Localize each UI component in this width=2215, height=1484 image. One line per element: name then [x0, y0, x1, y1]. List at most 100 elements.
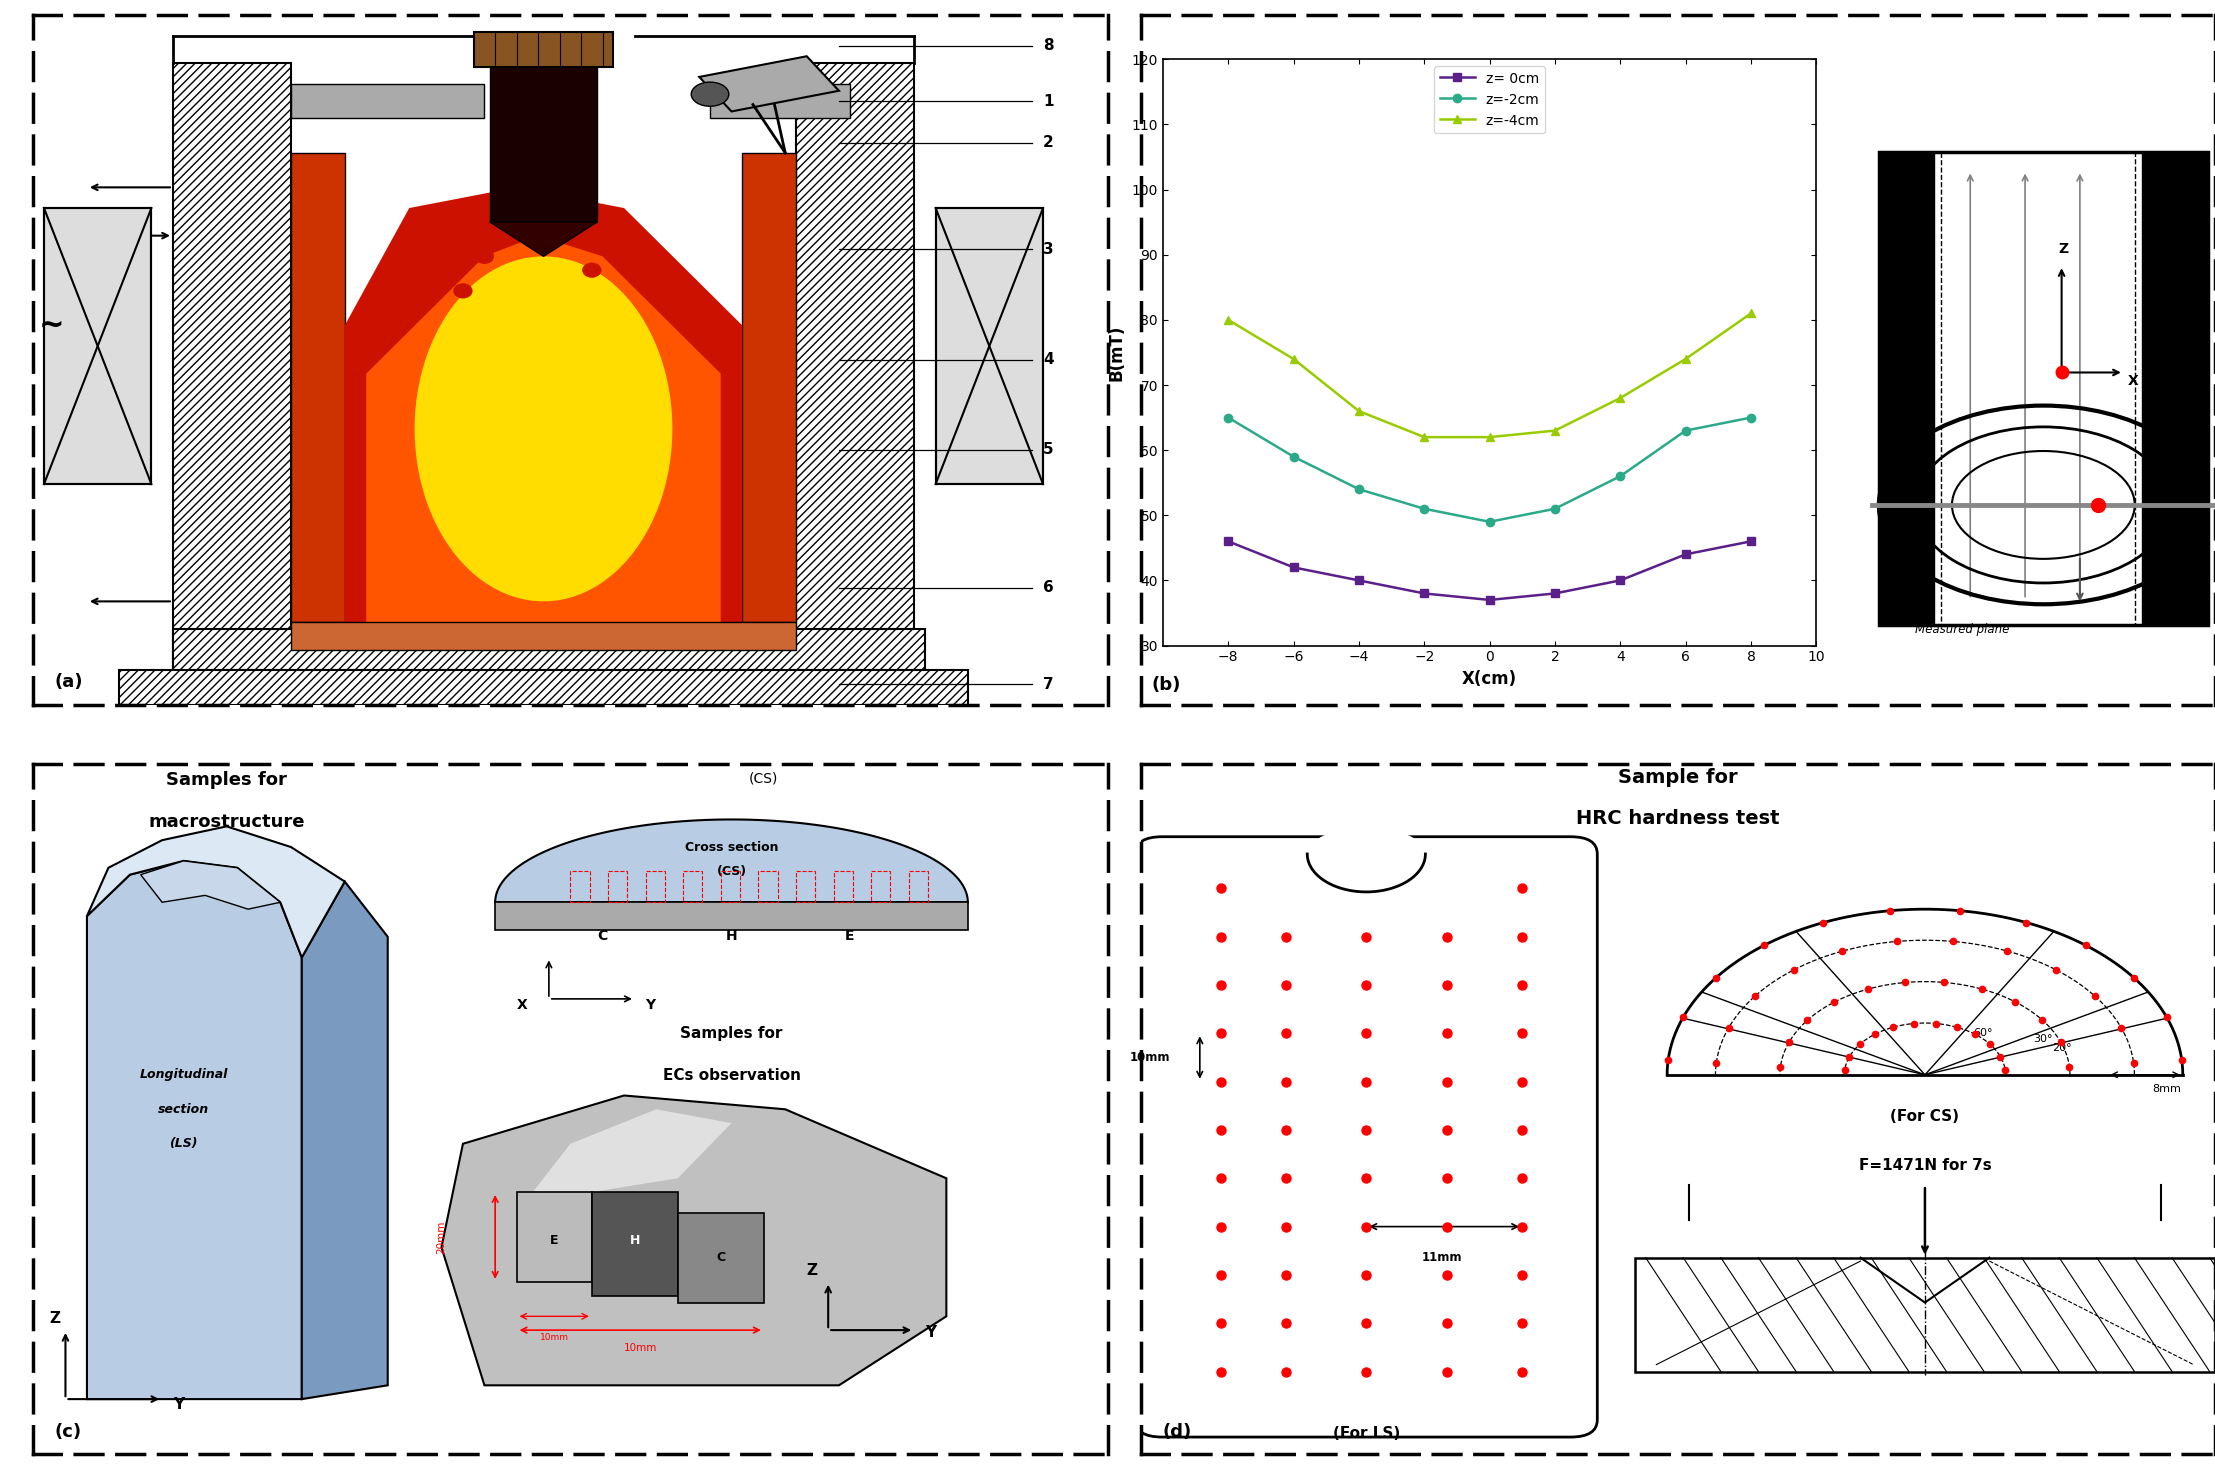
z=-4cm [1672, 350, 1699, 368]
z=-2cm [1542, 500, 1568, 518]
Text: F=1471N for 7s: F=1471N for 7s [1858, 1158, 1991, 1172]
Bar [496, 902, 968, 930]
Text: Y: Y [926, 1325, 937, 1340]
Text: Y: Y [645, 999, 656, 1012]
Text: 6: 6 [1043, 580, 1054, 595]
FancyBboxPatch shape [1136, 837, 1597, 1437]
Text: 2: 2 [1043, 135, 1054, 150]
Bar [490, 64, 598, 221]
Text: 4: 4 [1043, 352, 1054, 368]
Text: 60°: 60° [1974, 1028, 1994, 1037]
Text: 10mm: 10mm [1130, 1051, 1170, 1064]
Bar [870, 871, 890, 902]
Bar [290, 83, 485, 119]
Text: H: H [727, 929, 738, 944]
Text: Longitudinal: Longitudinal [140, 1068, 228, 1082]
Polygon shape [591, 1192, 678, 1296]
Text: (For CS): (For CS) [1889, 1109, 1960, 1125]
Bar [908, 871, 928, 902]
z=-4cm [1542, 421, 1568, 439]
Polygon shape [301, 881, 388, 1399]
Bar [742, 153, 795, 622]
Line: z=-4cm: z=-4cm [1225, 309, 1754, 441]
z=-2cm [1606, 467, 1632, 485]
z=-2cm [1214, 408, 1240, 426]
Bar [2142, 151, 2208, 625]
Legend: z= 0cm, z=-2cm, z=-4cm: z= 0cm, z=-2cm, z=-4cm [1435, 67, 1544, 134]
Text: Measured plane: Measured plane [1916, 623, 2009, 635]
Bar [795, 64, 915, 671]
z=-4cm [1475, 429, 1502, 447]
Text: H: H [629, 1233, 640, 1247]
Bar [571, 871, 589, 902]
Text: Sample for: Sample for [1617, 767, 1739, 787]
Ellipse shape [583, 263, 602, 278]
Text: section: section [157, 1103, 208, 1116]
Text: 1: 1 [1043, 93, 1054, 108]
Bar [44, 208, 151, 484]
Ellipse shape [1307, 828, 1426, 880]
z=-2cm [1475, 513, 1502, 531]
Bar [120, 671, 968, 705]
Text: X: X [516, 999, 527, 1012]
Text: C: C [598, 929, 607, 944]
Polygon shape [86, 861, 301, 1399]
Bar [645, 871, 664, 902]
z= 0cm [1672, 546, 1699, 564]
Bar [682, 871, 702, 902]
z=-4cm [1739, 304, 1765, 322]
Text: 30°: 30° [2033, 1033, 2053, 1043]
Polygon shape [346, 187, 742, 622]
z= 0cm [1739, 533, 1765, 551]
Bar [720, 871, 740, 902]
Text: (c): (c) [55, 1423, 82, 1441]
Text: Z: Z [806, 1263, 817, 1278]
Text: 8mm: 8mm [2153, 1083, 2182, 1094]
Text: ECs observation: ECs observation [662, 1068, 800, 1083]
Bar [1940, 151, 2135, 625]
z= 0cm [1347, 571, 1373, 589]
Polygon shape [678, 1212, 764, 1303]
Ellipse shape [691, 82, 729, 107]
Text: Z: Z [49, 1312, 60, 1327]
Line: z= 0cm: z= 0cm [1225, 537, 1754, 604]
Text: E: E [549, 1233, 558, 1247]
Y-axis label: B(mT): B(mT) [1108, 325, 1125, 380]
Bar [607, 871, 627, 902]
Polygon shape [496, 819, 968, 902]
Bar [173, 64, 290, 671]
Text: (b): (b) [1152, 677, 1181, 695]
Ellipse shape [538, 229, 558, 243]
z= 0cm [1280, 558, 1307, 576]
X-axis label: X(cm): X(cm) [1462, 669, 1517, 689]
Ellipse shape [474, 249, 494, 264]
Text: macrostructure: macrostructure [148, 813, 306, 831]
Bar [474, 33, 614, 67]
Polygon shape [490, 221, 598, 257]
Text: (CS): (CS) [749, 772, 777, 785]
z= 0cm [1542, 585, 1568, 603]
Ellipse shape [454, 283, 472, 298]
z=-2cm [1411, 500, 1438, 518]
Polygon shape [365, 236, 720, 622]
z=-4cm [1214, 312, 1240, 329]
Bar [935, 208, 1043, 484]
Polygon shape [86, 827, 346, 957]
Text: (LS): (LS) [168, 1137, 197, 1150]
Text: C: C [715, 1251, 724, 1264]
z= 0cm [1475, 591, 1502, 608]
Text: (For LS): (For LS) [1333, 1426, 1400, 1441]
Line: z=-2cm: z=-2cm [1225, 414, 1754, 525]
Text: Z: Z [2058, 242, 2069, 255]
z=-2cm [1739, 408, 1765, 426]
Text: E: E [844, 929, 855, 944]
Ellipse shape [614, 242, 633, 257]
Polygon shape [414, 257, 673, 601]
z=-4cm [1280, 350, 1307, 368]
Polygon shape [441, 1095, 946, 1386]
Text: (d): (d) [1163, 1423, 1192, 1441]
Text: (CS): (CS) [715, 865, 746, 877]
Bar [795, 871, 815, 902]
Text: 3: 3 [1043, 242, 1054, 257]
Polygon shape [516, 1192, 591, 1282]
